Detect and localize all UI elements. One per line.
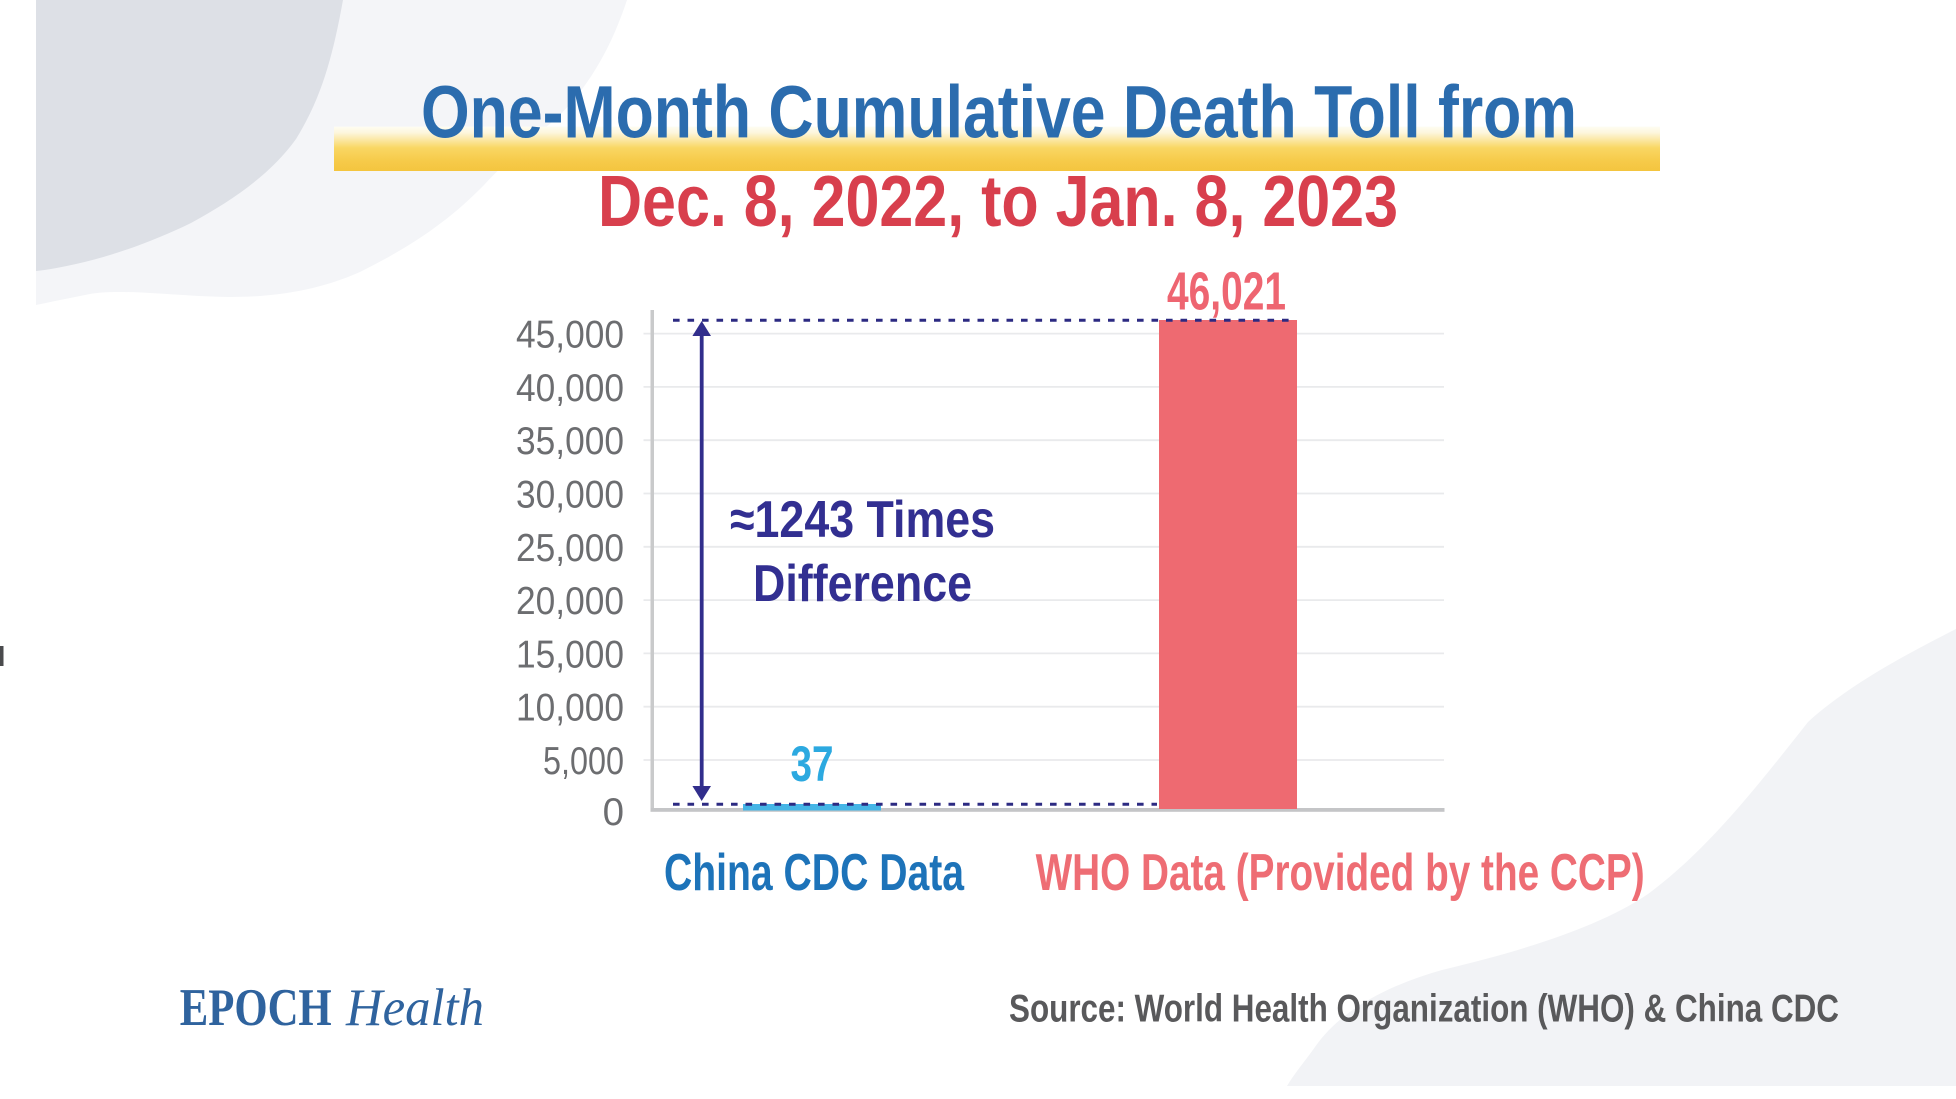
svg-text:25,000: 25,000 — [516, 527, 624, 570]
svg-text:≈1243 Times: ≈1243 Times — [730, 491, 995, 549]
svg-text:20,000: 20,000 — [516, 580, 624, 623]
svg-text:40,000: 40,000 — [516, 367, 624, 410]
svg-text:35,000: 35,000 — [516, 420, 624, 463]
svg-text:37: 37 — [791, 736, 834, 792]
svg-text:0: 0 — [603, 791, 624, 834]
svg-text:5,000: 5,000 — [543, 740, 624, 783]
svg-text:Dec. 8, 2022, to Jan. 8, 2023: Dec. 8, 2022, to Jan. 8, 2023 — [598, 162, 1398, 242]
svg-text:Source: World Health Organizat: Source: World Health Organization (WHO) … — [1009, 988, 1839, 1031]
svg-text:Health: Health — [345, 979, 484, 1037]
svg-text:10,000: 10,000 — [516, 687, 624, 730]
svg-text:30,000: 30,000 — [516, 474, 624, 517]
svg-text:EPOCH: EPOCH — [180, 979, 332, 1037]
svg-text:China CDC Data: China CDC Data — [664, 844, 965, 902]
svg-text:46,021: 46,021 — [1167, 263, 1286, 322]
svg-text:15,000: 15,000 — [516, 633, 624, 676]
svg-text:45,000: 45,000 — [516, 314, 624, 357]
svg-text:One-Month Cumulative Death Tol: One-Month Cumulative Death Toll from — [421, 71, 1577, 154]
svg-text:WHO Data (Provided by the CCP): WHO Data (Provided by the CCP) — [1036, 844, 1645, 902]
svg-text:Difference: Difference — [753, 555, 972, 613]
